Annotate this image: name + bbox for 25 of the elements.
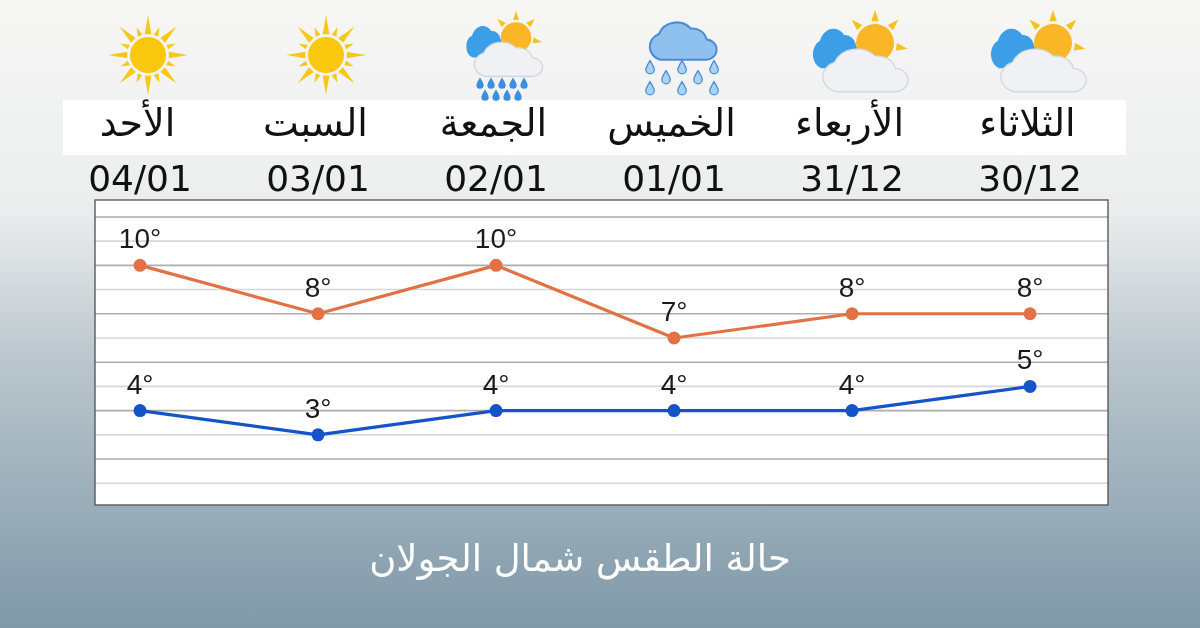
data-label: 4° xyxy=(126,368,154,400)
point xyxy=(133,258,147,272)
point xyxy=(667,331,681,345)
data-label: 3° xyxy=(304,392,332,424)
point xyxy=(311,307,325,321)
point xyxy=(1023,379,1037,393)
data-label: 10° xyxy=(474,223,518,255)
data-label: 5° xyxy=(1016,344,1044,376)
point xyxy=(489,404,503,418)
data-label: 4° xyxy=(660,368,688,400)
data-label: 8° xyxy=(304,271,332,303)
data-label: 4° xyxy=(482,368,510,400)
data-label: 7° xyxy=(660,295,688,327)
point xyxy=(845,404,859,418)
point xyxy=(667,404,681,418)
text: حالة الطقس شمال الجولان xyxy=(369,537,791,580)
data-label: 8° xyxy=(838,271,866,303)
point xyxy=(489,258,503,272)
point xyxy=(133,404,147,418)
point xyxy=(845,307,859,321)
point xyxy=(311,428,325,442)
point xyxy=(1023,307,1037,321)
data-label: 4° xyxy=(838,368,866,400)
data-label: 10° xyxy=(118,223,162,255)
data-label: 8° xyxy=(1016,271,1044,303)
